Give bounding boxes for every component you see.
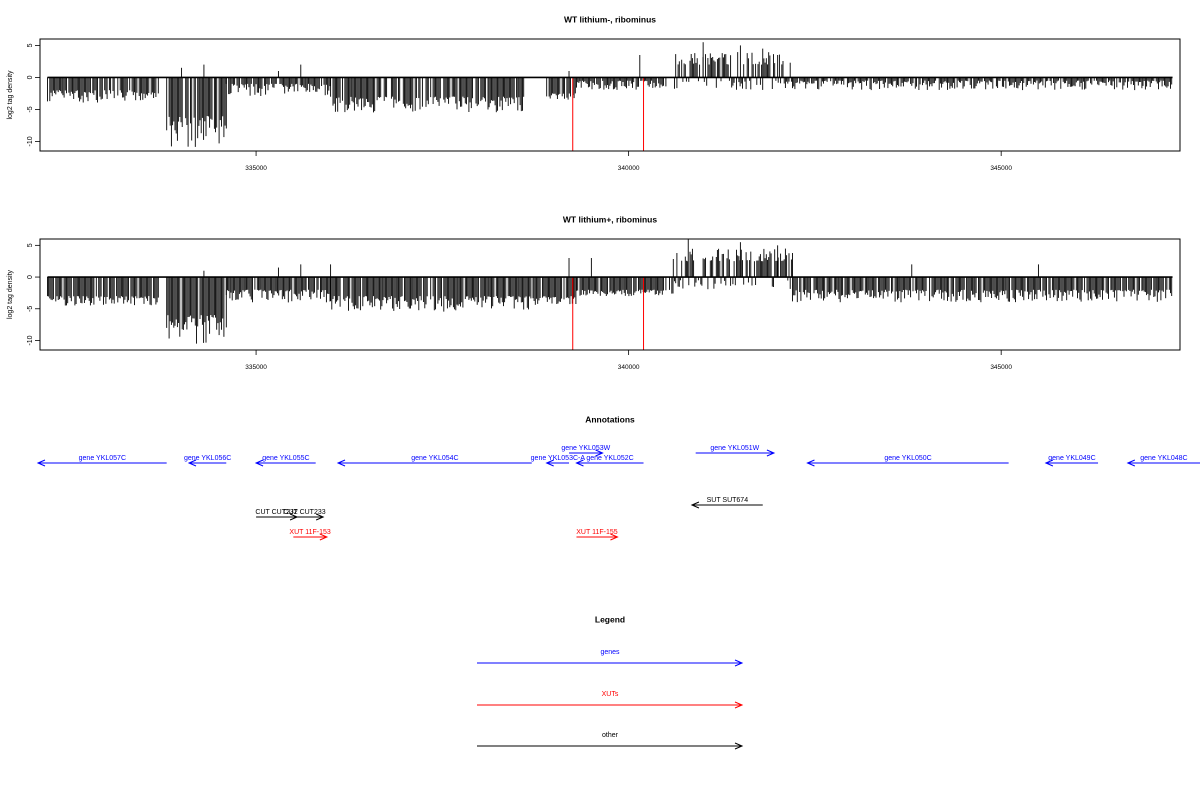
annotation-feature: CUT CUT233 xyxy=(283,509,326,521)
feature-arrowhead xyxy=(1044,459,1054,467)
annotations-title: Annotations xyxy=(585,415,635,425)
annotation-feature: gene YKL057C xyxy=(36,455,167,467)
y-tick-label: 0 xyxy=(27,75,34,79)
feature-label: SUT SUT674 xyxy=(707,497,749,504)
feature-label: gene YKL051W xyxy=(710,445,759,452)
annotation-feature: gene YKL053C-A xyxy=(531,455,586,467)
feature-label: gene YKL055C xyxy=(262,455,309,462)
annotation-feature: gene YKL049C xyxy=(1044,455,1099,467)
feature-arrowhead xyxy=(187,459,197,467)
feature-arrowhead xyxy=(575,459,584,467)
feature-label: gene YKL053C-A xyxy=(531,455,586,462)
annotation-feature: XUT 11F-153 xyxy=(289,529,331,541)
feature-arrowhead xyxy=(336,459,346,467)
legend-panel: Legend genes XUTs other xyxy=(477,615,744,750)
feature-arrowhead xyxy=(1126,459,1136,467)
feature-arrowhead xyxy=(766,449,776,457)
y-axis-label: log2 tag density xyxy=(7,269,14,319)
legend-label: genes xyxy=(600,649,620,656)
annotation-feature: gene YKL051W xyxy=(695,445,776,457)
annotation-features: gene YKL057C gene YKL056C gene YKL055C gene… xyxy=(36,445,1200,541)
y-tick-label: -5 xyxy=(27,106,34,112)
x-tick-label: 345000 xyxy=(990,364,1012,371)
feature-label: gene YKL048C xyxy=(1140,455,1187,462)
legend-entry: genes xyxy=(477,649,744,667)
feature-label: gene YKL053W xyxy=(561,445,610,452)
y-axis-label: log2 tag density xyxy=(7,70,14,120)
annotation-feature: XUT 11F-155 xyxy=(576,529,619,541)
legend-entries: genes XUTs other xyxy=(477,649,744,750)
y-tick-label: -5 xyxy=(27,306,34,312)
x-tick-label: 335000 xyxy=(245,364,267,371)
legend-label: XUTs xyxy=(602,691,619,698)
feature-arrowhead xyxy=(319,533,329,541)
legend-title: Legend xyxy=(595,615,625,625)
chart-title: WT lithium-, ribominus xyxy=(564,15,656,25)
plot-frame xyxy=(39,238,1181,351)
x-tick-label: 340000 xyxy=(618,165,640,172)
feature-label: gene YKL049C xyxy=(1048,455,1095,462)
legend-entry: other xyxy=(477,732,744,750)
annotation-feature: gene YKL052C xyxy=(575,455,644,467)
x-tick-label: 335000 xyxy=(245,165,267,172)
feature-label: XUT 11F-155 xyxy=(576,529,617,536)
annotation-feature: gene YKL048C xyxy=(1126,455,1200,467)
feature-label: gene YKL050C xyxy=(884,455,931,462)
annotation-feature: gene YKL056C xyxy=(184,455,231,467)
track-panel-lithium-minus: WT lithium-, ribominus log2 tag density 5 0… xyxy=(7,15,1181,172)
legend-label: other xyxy=(602,732,619,739)
y-tick-label: 0 xyxy=(27,275,34,279)
legend-arrowhead xyxy=(734,659,744,667)
density-bars xyxy=(47,239,1173,344)
feature-arrowhead xyxy=(595,449,604,457)
x-tick-label: 340000 xyxy=(618,364,640,371)
feature-label: gene YKL057C xyxy=(79,455,126,462)
feature-arrowhead xyxy=(690,501,700,509)
annotation-feature: gene YKL054C xyxy=(336,455,532,467)
feature-arrowhead xyxy=(545,459,554,467)
feature-arrowhead xyxy=(315,513,325,521)
feature-arrowhead xyxy=(254,459,264,467)
feature-label: gene YKL056C xyxy=(184,455,231,462)
feature-label: CUT CUT232 xyxy=(255,509,297,516)
y-tick-label: -10 xyxy=(27,136,34,146)
density-bars xyxy=(47,42,1173,147)
annotation-feature: gene YKL053W xyxy=(561,445,611,457)
legend-entry: XUTs xyxy=(477,691,744,709)
legend-arrowhead xyxy=(734,701,744,709)
annotation-feature: SUT SUT674 xyxy=(690,497,763,509)
annotation-feature: gene YKL050C xyxy=(806,455,1009,467)
y-tick-label: 5 xyxy=(27,43,34,47)
legend-arrowhead xyxy=(734,742,744,750)
chart-title: WT lithium+, ribominus xyxy=(563,215,657,225)
feature-arrowhead xyxy=(36,459,46,467)
x-tick-label: 345000 xyxy=(990,165,1012,172)
feature-label: CUT CUT233 xyxy=(283,509,325,516)
annotation-feature: gene YKL055C xyxy=(254,455,316,467)
feature-label: gene YKL054C xyxy=(411,455,458,462)
plot-frame xyxy=(39,38,1181,152)
track-panel-lithium-plus: WT lithium+, ribominus log2 tag density 5 0… xyxy=(7,215,1181,371)
annotations-panel: Annotations gene YKL057C gene YKL056C gene… xyxy=(36,415,1200,541)
feature-arrowhead xyxy=(806,459,815,467)
feature-label: gene YKL052C xyxy=(586,455,633,462)
y-tick-label: 5 xyxy=(27,243,34,247)
y-tick-label: -10 xyxy=(27,335,34,345)
feature-label: XUT 11F-153 xyxy=(289,529,330,536)
feature-arrowhead xyxy=(610,533,619,541)
